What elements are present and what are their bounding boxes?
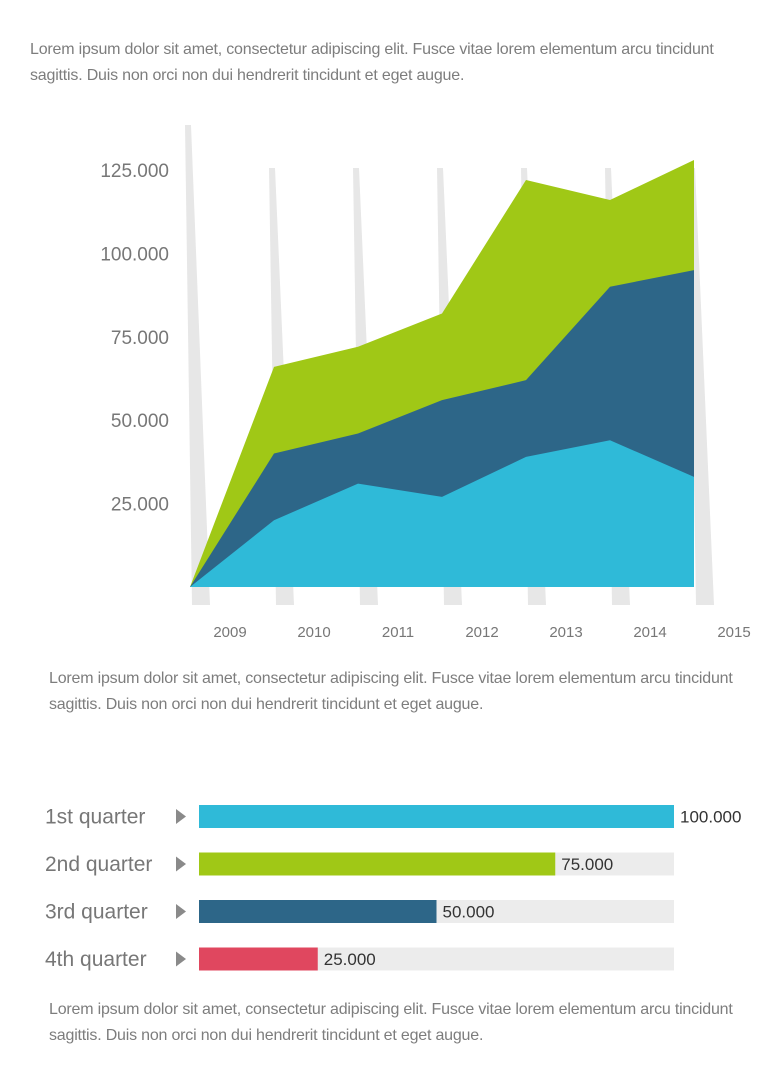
x-axis-ticks: 2009 2010 2011 2012 2013 2014 2015 <box>213 624 750 641</box>
middle-paragraph-line-2: sagittis. Duis non orci non dui hendreri… <box>49 696 484 713</box>
area-chart: 25.000 50.000 75.000 100.000 125.000 2009 201… <box>100 125 751 641</box>
middle-paragraph-line-1: Lorem ipsum dolor sit amet, consectetur … <box>49 670 733 687</box>
area-series <box>190 159 694 587</box>
top-paragraph: Lorem ipsum dolor sit amet, consectetur … <box>0 37 777 89</box>
triangle-marker-icon <box>176 856 186 872</box>
bar-value-label: 25.000 <box>324 950 376 969</box>
y-tick-label: 75.000 <box>111 328 169 349</box>
area-series-3 <box>190 440 694 587</box>
bar-value-label: 75.000 <box>561 855 613 874</box>
bar-category-label: 2nd quarter <box>45 853 152 876</box>
triangle-marker-icon <box>176 809 186 824</box>
bar-fill <box>199 947 318 971</box>
bar-track <box>199 947 674 971</box>
y-tick-label: 100.000 <box>100 244 169 265</box>
bar-track <box>199 805 674 828</box>
top-paragraph-line-2: sagittis. Duis non orci non dui hendreri… <box>30 67 465 84</box>
x-tick-label: 2011 <box>382 624 414 641</box>
x-tick-label: 2010 <box>297 624 330 641</box>
triangle-marker-icon <box>176 904 186 919</box>
x-tick-label: 2015 <box>717 624 750 641</box>
middle-paragraph: Lorem ipsum dolor sit amet, consectetur … <box>0 666 777 718</box>
bar-value-label: 50.000 <box>443 903 495 922</box>
bar-fill <box>199 852 556 876</box>
bar-category-label: 1st quarter <box>45 806 145 829</box>
bottom-paragraph-line-2: sagittis. Duis non orci non dui hendreri… <box>49 1027 484 1044</box>
bar-track <box>199 900 674 923</box>
bar-track <box>199 852 674 876</box>
bar-fill <box>199 805 674 828</box>
bottom-paragraph: Lorem ipsum dolor sit amet, consectetur … <box>0 997 777 1049</box>
y-tick-label: 25.000 <box>111 495 169 516</box>
y-tick-label: 125.000 <box>100 161 169 182</box>
x-tick-label: 2013 <box>549 624 582 641</box>
top-paragraph-line-1: Lorem ipsum dolor sit amet, consectetur … <box>30 41 714 58</box>
y-tick-label: 50.000 <box>111 411 169 432</box>
bar-category-label: 3rd quarter <box>45 901 148 924</box>
bar-value-label: 100.000 <box>680 808 741 827</box>
triangle-marker-icon <box>176 951 186 967</box>
y-axis-ticks: 25.000 50.000 75.000 100.000 125.000 <box>100 161 169 516</box>
spike-shadow <box>185 125 210 605</box>
x-tick-label: 2009 <box>213 624 246 641</box>
bottom-paragraph-line-1: Lorem ipsum dolor sit amet, consectetur … <box>49 1001 733 1018</box>
x-tick-label: 2012 <box>465 624 498 641</box>
bar-fill <box>199 900 437 923</box>
bar-category-label: 4th quarter <box>45 948 147 971</box>
spike-shadow <box>689 168 714 605</box>
x-tick-label: 2014 <box>633 624 666 641</box>
